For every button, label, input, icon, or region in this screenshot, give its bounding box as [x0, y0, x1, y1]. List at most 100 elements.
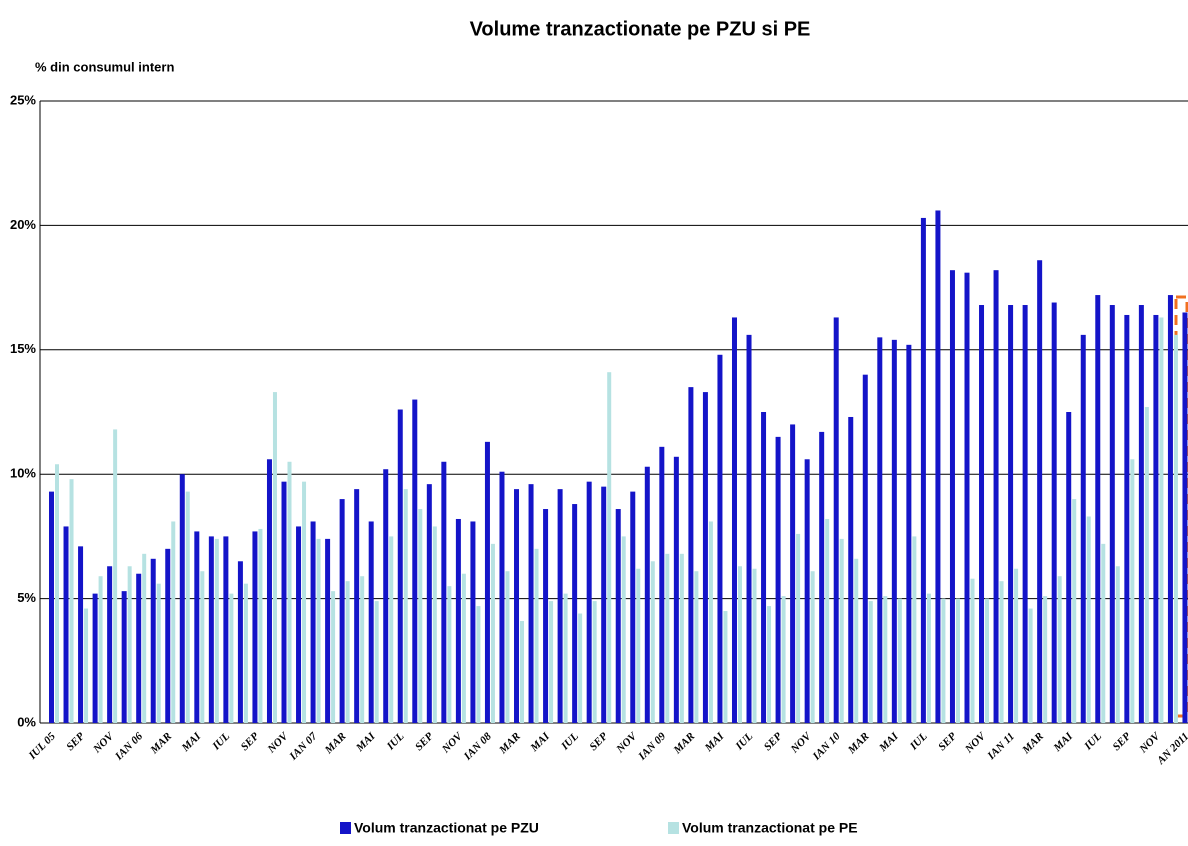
bar [1144, 407, 1149, 723]
x-tick-label: IAN 07 [287, 730, 320, 763]
bar [310, 521, 316, 723]
bar [615, 509, 621, 723]
bar [897, 598, 902, 723]
bar [1008, 305, 1014, 723]
bar [979, 305, 985, 723]
bar [296, 526, 302, 723]
bar [941, 598, 946, 723]
bar [1109, 305, 1115, 723]
bar [316, 538, 321, 723]
x-tick-label: MAI [876, 730, 901, 755]
bar [92, 593, 98, 723]
x-tick-label: IAN 08 [461, 730, 494, 763]
x-tick-label: NOV [265, 729, 292, 756]
bar [592, 601, 597, 723]
x-tick-label: IUL [733, 730, 756, 753]
legend-label: Volum tranzactionat pe PE [682, 820, 858, 836]
bar [107, 566, 113, 723]
bar [752, 568, 757, 723]
bar [644, 466, 650, 723]
bar [127, 566, 132, 723]
bar [447, 586, 452, 723]
x-tick-label: SEP [587, 730, 610, 753]
y-tick-label: 25% [10, 92, 36, 107]
bar [665, 553, 670, 723]
bar [441, 461, 447, 723]
bar [136, 573, 142, 723]
x-tick-label: IAN 06 [112, 730, 145, 763]
y-tick-label: 0% [17, 714, 36, 729]
bar [731, 317, 737, 723]
x-tick-label: MAI [179, 730, 204, 755]
bar [113, 429, 118, 723]
bar [258, 528, 263, 723]
bar [528, 484, 534, 723]
bar [214, 538, 219, 723]
bar [543, 509, 549, 723]
bar [185, 491, 190, 723]
bar [432, 526, 437, 723]
bar [243, 583, 248, 723]
bar [165, 548, 171, 723]
bar [848, 416, 854, 723]
bar [702, 392, 708, 723]
bar [1072, 499, 1077, 723]
bar [557, 489, 563, 723]
bar [397, 409, 403, 723]
x-tick-label: IUL [384, 730, 407, 753]
bar [360, 576, 365, 723]
bar [339, 499, 345, 723]
bar [1115, 566, 1120, 723]
bar [601, 486, 607, 723]
x-tick-label: IUL [1082, 730, 1105, 753]
bar [229, 593, 234, 723]
bar [708, 521, 713, 723]
x-tick-label: NOV [788, 729, 815, 756]
bar [630, 491, 636, 723]
bar [63, 526, 69, 723]
bar [955, 598, 960, 723]
bar [746, 334, 752, 723]
bar [563, 593, 568, 723]
bar [767, 606, 772, 723]
x-tick-label: NOV [90, 729, 117, 756]
bar [790, 424, 796, 723]
bar [549, 601, 554, 723]
bar [868, 601, 873, 723]
bar [1037, 260, 1043, 723]
bar [825, 518, 830, 723]
bar [796, 533, 801, 723]
x-tick-label: MAR [671, 730, 697, 756]
bar [499, 471, 505, 723]
bar [854, 558, 859, 723]
x-tick-label: SEP [936, 730, 959, 753]
bar [1043, 596, 1048, 723]
x-tick-label: NOV [439, 729, 466, 756]
bar [781, 596, 786, 723]
bar [717, 354, 723, 723]
bar [121, 591, 127, 723]
bar [819, 431, 825, 723]
x-tick-label: MAR [496, 730, 522, 756]
bar [98, 576, 103, 723]
x-tick-label: SEP [413, 730, 436, 753]
bar [926, 593, 931, 723]
bar [1159, 317, 1164, 723]
bar [455, 518, 461, 723]
bar [287, 461, 292, 723]
bar [673, 456, 679, 723]
y-tick-label: 20% [10, 217, 36, 232]
bar [237, 561, 243, 723]
bar [368, 521, 374, 723]
bar [920, 217, 926, 723]
bar [55, 464, 59, 723]
bar [476, 606, 481, 723]
bar [1051, 302, 1057, 723]
bar [912, 536, 917, 723]
bar [156, 583, 161, 723]
bar [484, 441, 490, 723]
bar [1095, 295, 1101, 723]
bar [572, 504, 578, 723]
bar [403, 489, 408, 723]
